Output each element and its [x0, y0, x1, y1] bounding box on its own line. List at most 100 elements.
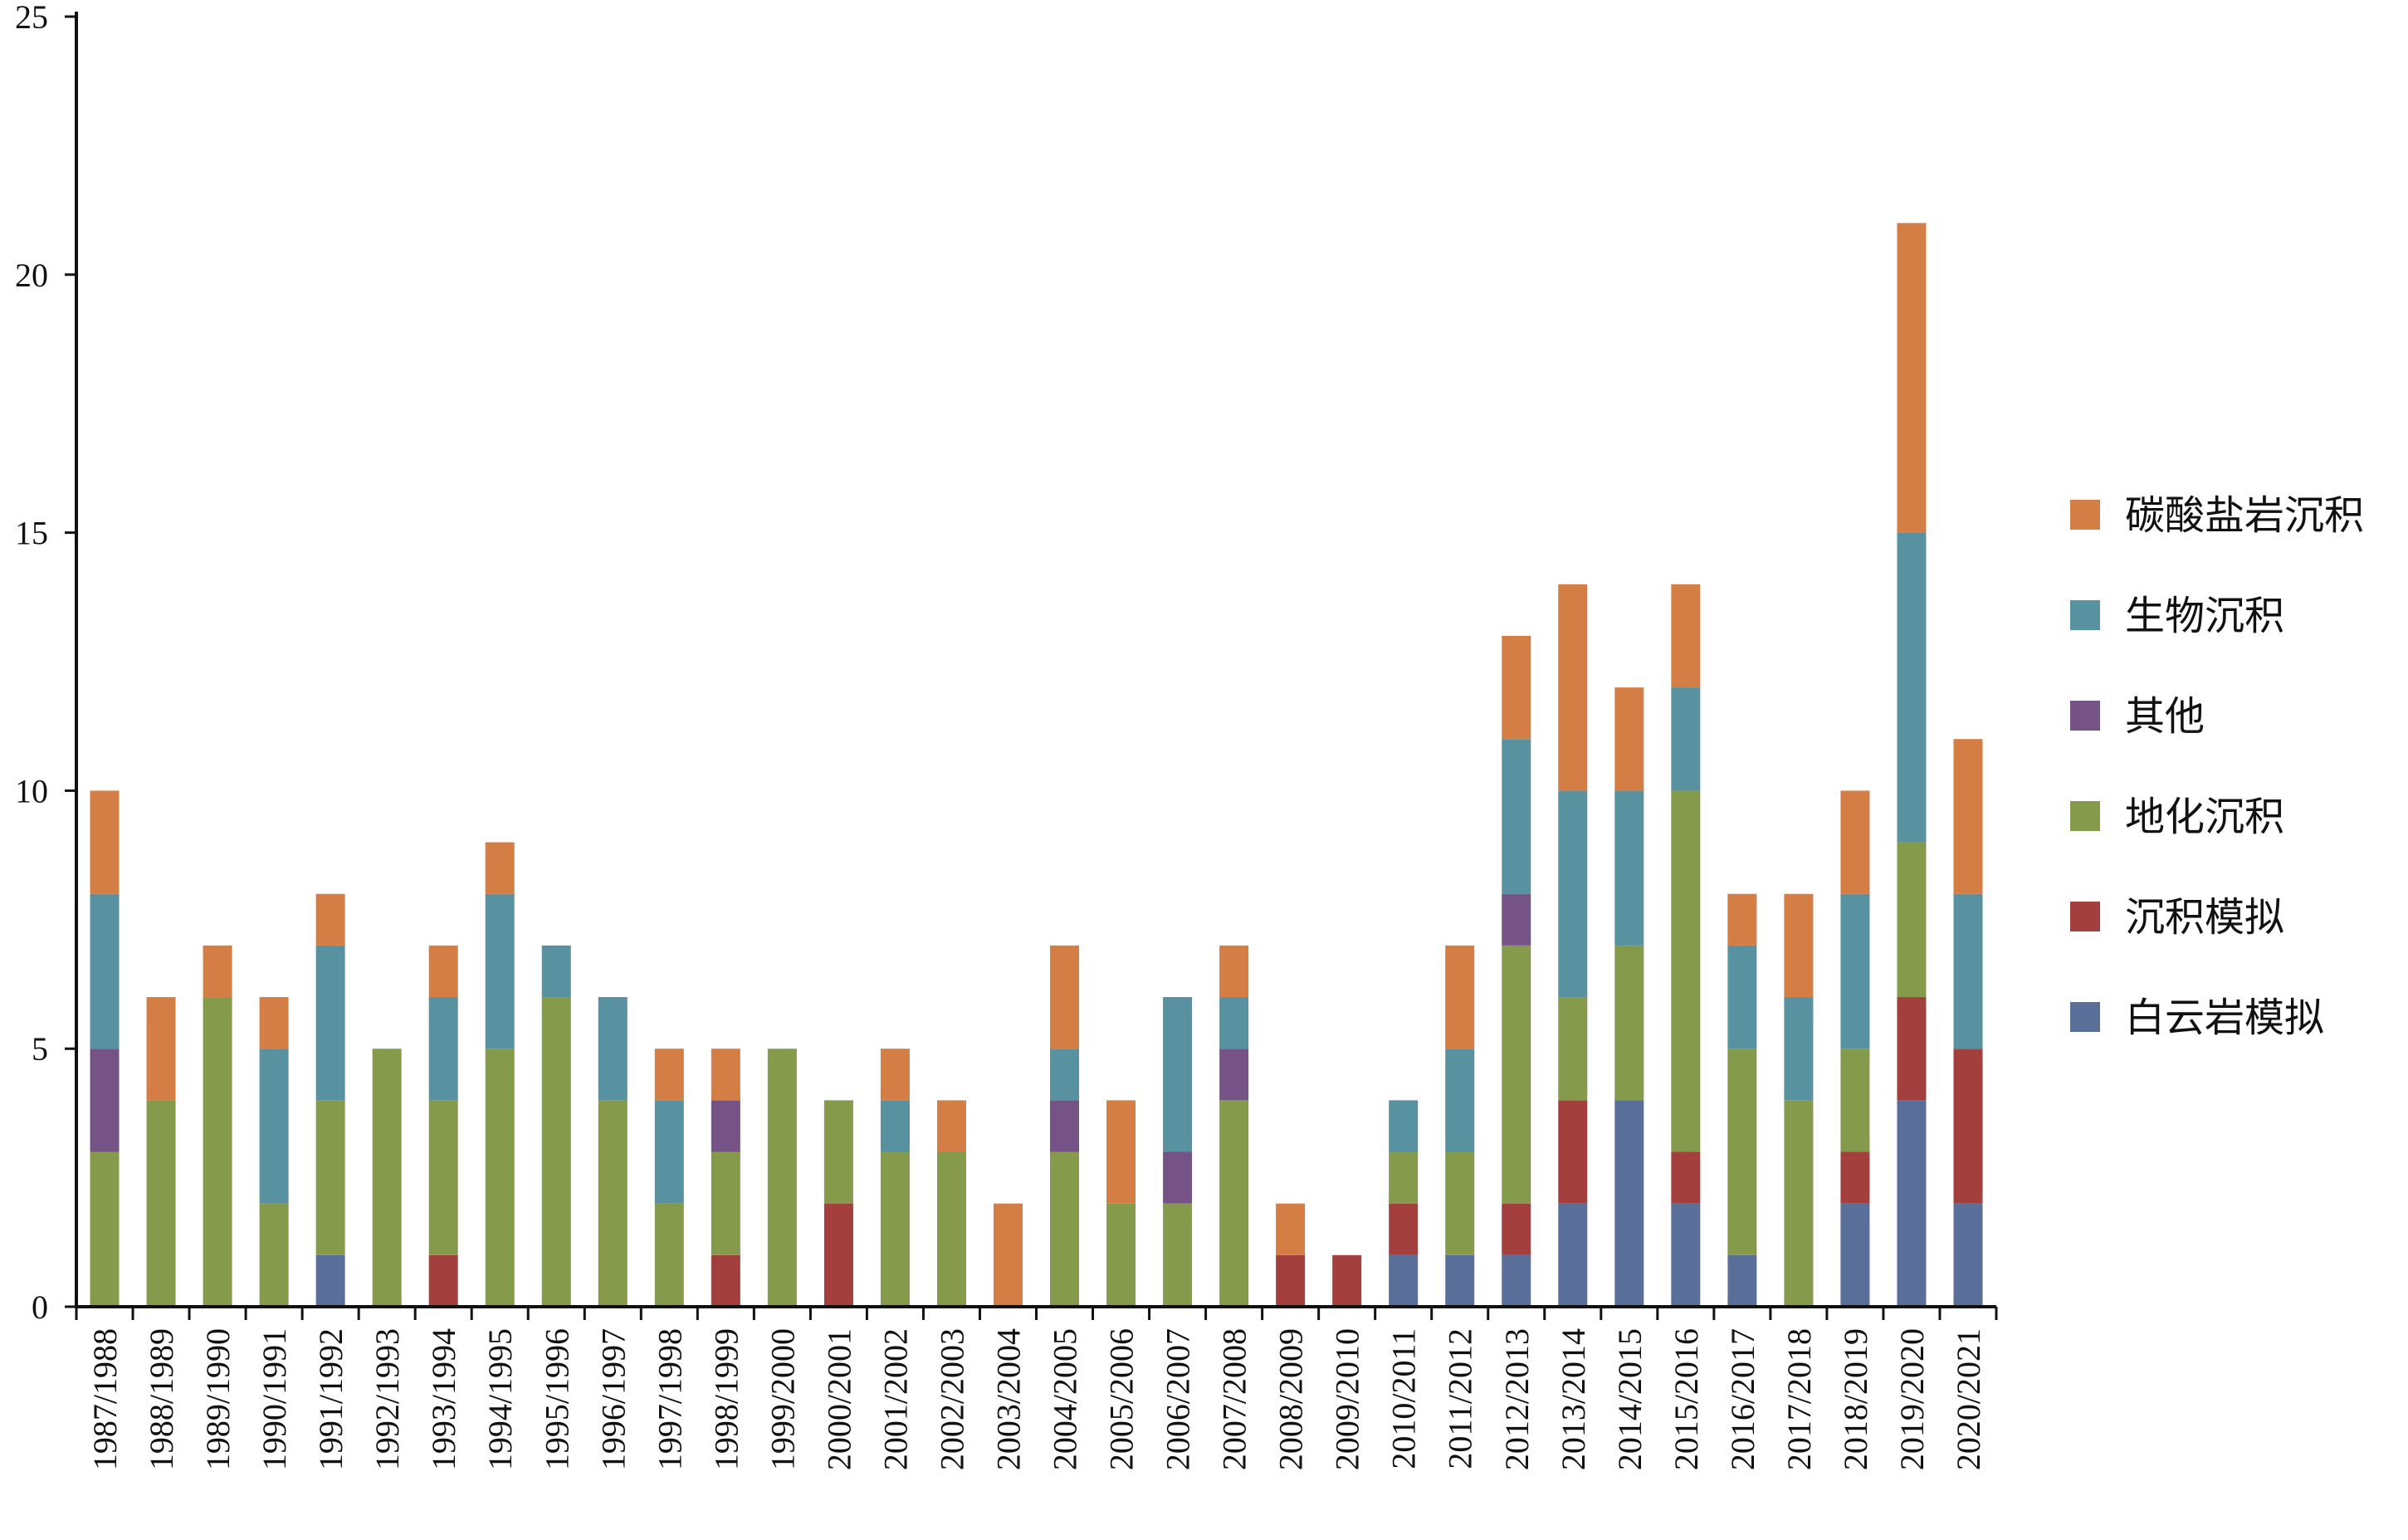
x-tick-label-10: 1996/1997	[594, 1328, 632, 1470]
bar-segment-5-series-5	[315, 945, 345, 1101]
x-tick-label-23: 2009/2010	[1329, 1328, 1366, 1470]
x-tick-label-26: 2012/2013	[1498, 1328, 1536, 1470]
bar-segment-28-series-5	[1614, 790, 1644, 946]
y-tick-label-20: 20	[15, 257, 48, 294]
bar-segment-7-series-6	[428, 945, 458, 998]
bar-segment-5-series-1	[315, 1254, 345, 1307]
bar-segment-26-series-1	[1502, 1254, 1531, 1307]
bar-segment-1-series-4	[90, 1049, 120, 1152]
bar-segment-27-series-5	[1558, 790, 1588, 998]
bar-segment-26-series-6	[1502, 635, 1531, 740]
bar-segment-19-series-6	[1106, 1100, 1136, 1204]
x-tick-label-19: 2005/2006	[1103, 1328, 1141, 1470]
bar-segment-34-series-6	[1953, 739, 1983, 894]
bar-segment-26-series-4	[1502, 893, 1531, 946]
x-tick-label-14: 2000/2001	[820, 1328, 857, 1470]
legend-label-6: 白云岩模拟	[2125, 995, 2324, 1041]
bar-segment-18-series-3	[1050, 1151, 1080, 1307]
bar-segment-31-series-3	[1784, 1100, 1814, 1307]
bar-segment-32-series-3	[1840, 1049, 1870, 1152]
bar-segment-27-series-1	[1558, 1203, 1588, 1307]
legend-swatch-2	[2070, 600, 2100, 630]
bar-segment-34-series-1	[1953, 1203, 1983, 1307]
legend-label-3: 其他	[2125, 693, 2205, 740]
bar-segment-7-series-5	[428, 997, 458, 1101]
x-tick-label-25: 2011/2012	[1442, 1328, 1479, 1469]
bar-segment-34-series-2	[1953, 1049, 1983, 1204]
bar-segment-18-series-6	[1050, 945, 1080, 1049]
bar-segment-14-series-3	[823, 1100, 853, 1204]
bar-segment-25-series-5	[1445, 1049, 1475, 1152]
bar-segment-34-series-5	[1953, 893, 1983, 1049]
bar-segment-33-series-5	[1897, 532, 1927, 843]
bar-segment-26-series-2	[1502, 1203, 1531, 1255]
bar-segment-29-series-6	[1671, 584, 1701, 688]
bar-segment-27-series-2	[1558, 1100, 1588, 1204]
x-tick-label-11: 1997/1998	[651, 1328, 688, 1470]
bar-segment-5-series-6	[315, 893, 345, 946]
bar-segment-32-series-5	[1840, 893, 1870, 1049]
x-tick-label-5: 1991/1992	[312, 1328, 349, 1470]
bar-segment-17-series-6	[993, 1203, 1023, 1307]
bar-segment-10-series-5	[598, 997, 628, 1101]
bar-segment-28-series-6	[1614, 687, 1644, 791]
bar-segment-28-series-1	[1614, 1100, 1644, 1307]
bar-segment-33-series-6	[1897, 222, 1927, 533]
bar-segment-11-series-3	[654, 1203, 684, 1307]
bar-segment-2-series-3	[146, 1100, 176, 1307]
bar-segment-14-series-2	[823, 1203, 853, 1307]
bar-segment-27-series-3	[1558, 997, 1588, 1101]
x-tick-label-9: 1995/1996	[538, 1328, 575, 1470]
x-tick-label-22: 2008/2009	[1272, 1328, 1310, 1470]
axes-layer: 0 5 10 15 20 25 1987/1988 1988/1989 1989/1990 199…	[15, 0, 1998, 1470]
bar-segment-18-series-5	[1050, 1049, 1080, 1101]
bar-segment-8-series-3	[485, 1049, 515, 1307]
bar-segment-11-series-5	[654, 1100, 684, 1204]
x-tick-label-12: 1998/1999	[707, 1328, 745, 1470]
bar-segment-9-series-5	[541, 945, 571, 998]
x-tick-label-1: 1987/1988	[86, 1328, 124, 1470]
legend-label-5: 沉积模拟	[2125, 894, 2284, 941]
bar-segment-7-series-3	[428, 1100, 458, 1255]
bar-segment-20-series-5	[1163, 997, 1193, 1152]
legend-swatch-1	[2070, 500, 2100, 530]
x-tick-label-6: 1992/1993	[369, 1328, 406, 1470]
bar-segment-30-series-6	[1727, 893, 1757, 946]
bar-segment-1-series-6	[90, 790, 120, 894]
bar-segment-29-series-5	[1671, 687, 1701, 791]
bar-segment-7-series-2	[428, 1254, 458, 1307]
bar-segment-32-series-6	[1840, 790, 1870, 894]
bar-segment-15-series-3	[880, 1151, 910, 1307]
bar-segment-12-series-3	[711, 1151, 740, 1255]
bar-segment-29-series-3	[1671, 790, 1701, 1152]
bar-segment-24-series-3	[1389, 1151, 1419, 1204]
bar-segment-26-series-3	[1502, 945, 1531, 1204]
bar-segment-24-series-1	[1389, 1254, 1419, 1307]
bar-segment-3-series-6	[203, 945, 232, 998]
bar-segment-33-series-1	[1897, 1100, 1927, 1307]
bar-segment-24-series-2	[1389, 1203, 1419, 1255]
bar-segment-2-series-6	[146, 997, 176, 1101]
bar-segment-24-series-5	[1389, 1100, 1419, 1152]
x-tick-label-4: 1990/1991	[256, 1328, 293, 1470]
bar-segment-33-series-2	[1897, 997, 1927, 1101]
x-tick-label-2: 1988/1989	[143, 1328, 180, 1470]
x-tick-label-27: 2013/2014	[1555, 1328, 1592, 1470]
bar-segment-16-series-6	[936, 1100, 966, 1152]
x-tick-label-17: 2003/2004	[989, 1328, 1027, 1470]
bar-segment-29-series-2	[1671, 1151, 1701, 1204]
bar-segment-21-series-6	[1219, 945, 1249, 998]
bar-segment-25-series-3	[1445, 1151, 1475, 1255]
x-tick-label-29: 2015/2016	[1668, 1328, 1705, 1470]
bar-segment-4-series-3	[259, 1203, 289, 1307]
bar-segment-12-series-2	[711, 1254, 740, 1307]
x-tick-label-15: 2001/2002	[877, 1328, 914, 1470]
bar-segment-28-series-3	[1614, 945, 1644, 1101]
bar-segment-30-series-5	[1727, 945, 1757, 1049]
bar-segment-15-series-6	[880, 1049, 910, 1101]
bar-segment-29-series-1	[1671, 1203, 1701, 1307]
bars-layer	[90, 222, 1983, 1307]
y-tick-label-15: 15	[15, 515, 48, 552]
bar-segment-11-series-6	[654, 1049, 684, 1101]
